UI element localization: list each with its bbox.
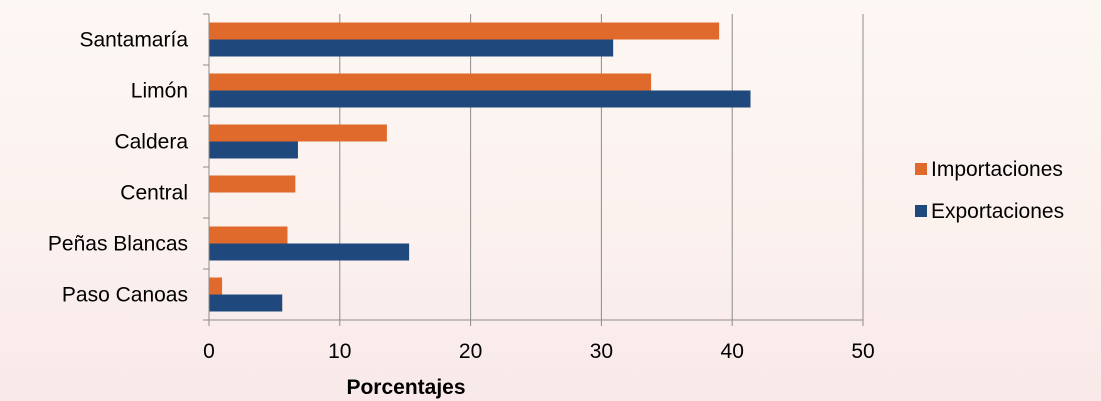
x-tick-labels: 0 10 20 30 40 50 [203,340,875,363]
category-label: Santamaría [79,29,188,52]
bar-exportaciones [209,141,298,159]
bar-importaciones [209,226,288,244]
category-labels: Santamaría Limón Caldera Central Peñas Blanc… [48,29,188,307]
bar-importaciones [209,277,223,295]
bar-exportaciones [209,294,283,312]
legend-swatch [915,163,927,175]
category-label: Limón [131,80,188,103]
category-label: Caldera [114,131,188,154]
bar-exportaciones [209,90,751,108]
legend-label: Importaciones [931,158,1063,181]
x-tick-label: 40 [721,340,744,363]
x-axis-title: Porcentajes [346,376,465,399]
bar-importaciones [209,175,296,193]
gridlines [339,14,864,320]
bar-exportaciones [209,39,614,57]
x-tick-label: 0 [203,340,215,363]
x-tick-label: 10 [328,340,351,363]
legend: Importaciones Exportaciones [915,158,1064,223]
category-label: Central [120,182,188,205]
bar-importaciones [209,73,652,91]
bar-importaciones [209,124,387,142]
x-tick-label: 30 [590,340,613,363]
bar-exportaciones [209,243,410,261]
x-tick-label: 50 [851,340,874,363]
category-label: Peñas Blancas [48,233,188,256]
legend-swatch [915,205,927,217]
legend-label: Exportaciones [931,200,1064,223]
x-tick-label: 20 [459,340,482,363]
bars [209,22,751,312]
axes [203,13,864,326]
bar-importaciones [209,22,720,40]
category-label: Paso Canoas [62,284,188,307]
